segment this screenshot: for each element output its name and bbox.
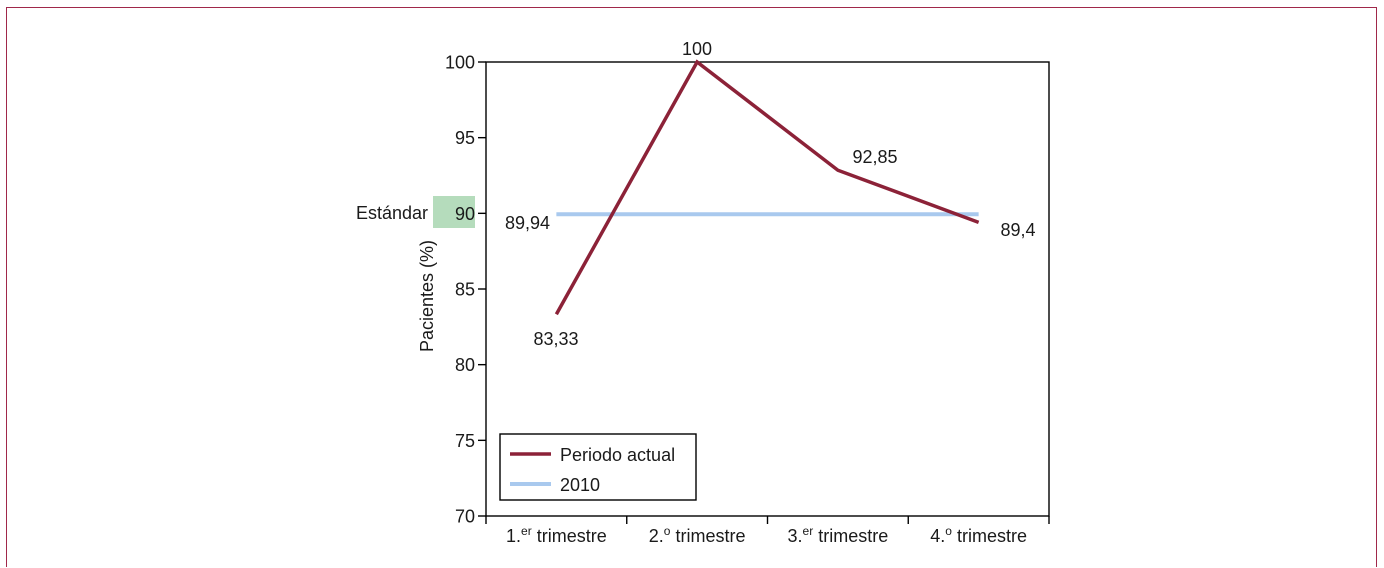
x-tick-label-4: 4.o trimestre: [930, 524, 1027, 546]
series-periodo-actual-line: [556, 62, 978, 314]
legend-label-2010: 2010: [560, 475, 600, 495]
x-tick-label-1: 1.er trimestre: [506, 524, 607, 546]
x-axis: 1.er trimestre 2.o trimestre 3.er trimestr…: [486, 516, 1049, 546]
y-tick-label-85: 85: [455, 280, 475, 300]
data-label-periodo-actual-q2: 100: [682, 39, 712, 59]
y-tick-label-80: 80: [455, 355, 475, 375]
legend-label-periodo-actual: Periodo actual: [560, 445, 675, 465]
x-tick-label-2: 2.o trimestre: [649, 524, 746, 546]
data-label-periodo-actual-q1: 83,33: [533, 329, 578, 349]
y-tick-label-90: 90: [455, 204, 475, 224]
legend: Periodo actual 2010: [500, 434, 696, 500]
y-tick-label-100: 100: [445, 53, 475, 73]
y-axis: 70 75 80 85 90 95 100: [445, 53, 486, 527]
y-tick-label-95: 95: [455, 128, 475, 148]
data-label-periodo-actual-q4: 89,4: [1000, 220, 1035, 240]
standard-label: Estándar: [356, 203, 428, 223]
y-tick-label-70: 70: [455, 507, 475, 527]
x-tick-label-3: 3.er trimestre: [788, 524, 889, 546]
data-label-periodo-actual-q3: 92,85: [852, 147, 897, 167]
data-label-2010: 89,94: [505, 213, 550, 233]
y-tick-label-75: 75: [455, 431, 475, 451]
y-axis-label: Pacientes (%): [417, 240, 437, 352]
